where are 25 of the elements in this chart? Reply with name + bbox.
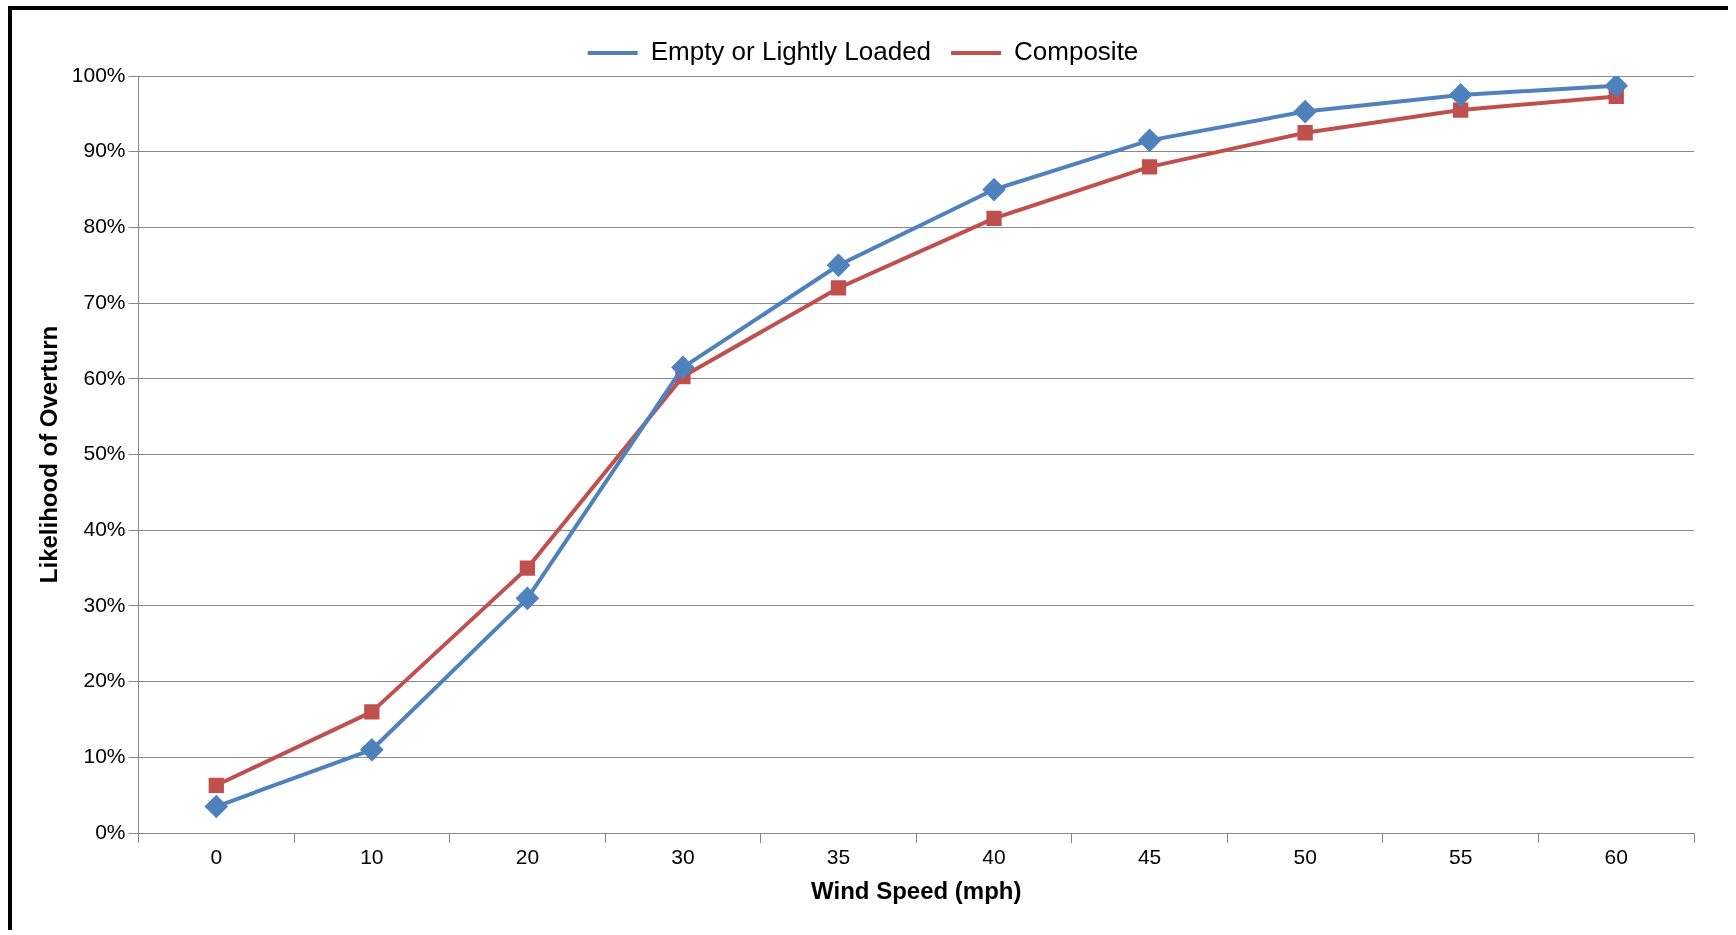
y-tick-label: 0% [95, 819, 126, 843]
x-tick-label: 0 [210, 845, 223, 869]
x-tick-label: 50 [1293, 845, 1317, 869]
y-tick-label: 80% [83, 214, 126, 238]
y-tick-label: 10% [83, 744, 126, 768]
x-axis-title: Wind Speed (mph) [811, 877, 1022, 905]
legend-label: Composite [1014, 36, 1139, 67]
x-tick-label: 20 [515, 845, 540, 869]
x-tick-label: 45 [1137, 845, 1162, 869]
y-tick-label: 60% [83, 365, 126, 389]
y-tick-label: 40% [83, 517, 126, 540]
y-tick-label: 70% [83, 289, 126, 313]
y-tick-label: 20% [83, 668, 126, 692]
x-tick-label: 40 [982, 845, 1006, 869]
y-tick-label: 50% [83, 441, 126, 465]
x-tick-label: 55 [1449, 845, 1473, 869]
y-tick-label: 90% [83, 138, 126, 162]
x-tick-label: 10 [360, 845, 384, 869]
x-tick-label: 60 [1604, 845, 1628, 869]
y-tick-label: 100% [71, 62, 126, 86]
legend-label: Empty or Lightly Loaded [650, 36, 932, 67]
y-tick-label: 30% [83, 592, 126, 616]
x-tick-label: 35 [826, 845, 851, 869]
y-axis-title: Likelihood of Overturn [35, 325, 63, 584]
x-tick-label: 30 [671, 845, 695, 869]
